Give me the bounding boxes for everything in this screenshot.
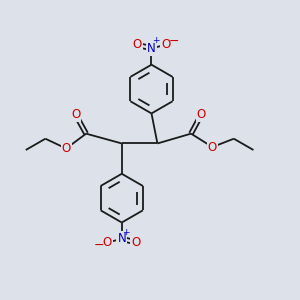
Text: O: O	[133, 38, 142, 51]
Text: O: O	[131, 236, 141, 249]
Text: N: N	[147, 42, 156, 55]
Text: O: O	[208, 140, 217, 154]
Text: O: O	[161, 38, 170, 51]
Text: O: O	[196, 108, 206, 122]
Text: −: −	[93, 239, 104, 252]
Text: +: +	[122, 228, 130, 237]
Text: O: O	[71, 108, 80, 122]
Text: −: −	[169, 35, 179, 48]
Text: N: N	[117, 232, 126, 245]
Text: +: +	[152, 36, 160, 45]
Text: O: O	[61, 142, 71, 155]
Text: O: O	[103, 236, 112, 249]
